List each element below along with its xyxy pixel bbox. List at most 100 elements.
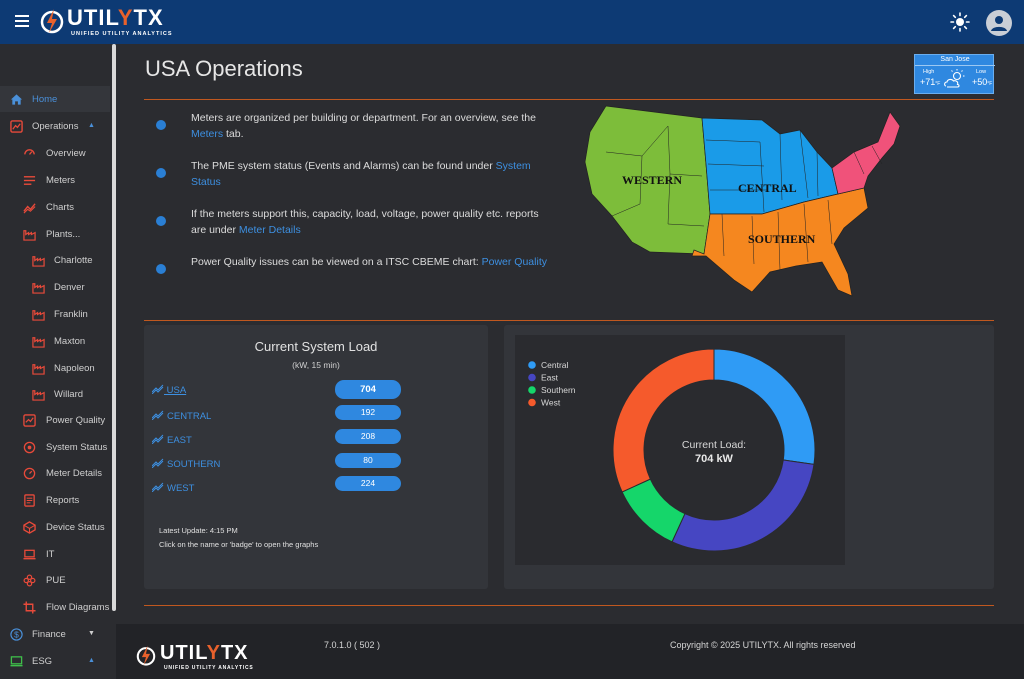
sidebar-item-willard[interactable]: Willard [0, 381, 110, 407]
footer-brand-tagline: UNIFIED UTILITY ANALYTICS [164, 665, 254, 671]
sidebar-item-denver[interactable]: Denver [0, 274, 110, 300]
trend-icon [152, 482, 164, 492]
sidebar-item-plants[interactable]: Plants... [0, 221, 110, 247]
sidebar-item-label: Charts [46, 201, 74, 213]
info-text: Power Quality issues can be viewed on a … [191, 254, 551, 270]
sidebar-item-overview[interactable]: Overview [0, 140, 110, 166]
operations-icon [9, 119, 23, 133]
chevron-up-icon: ▲ [88, 657, 95, 664]
list-item: If the meters support this, capacity, lo… [150, 206, 550, 240]
divider [144, 605, 994, 606]
sidebar-item-finance[interactable]: $ Finance ▼ [0, 621, 110, 647]
sidebar-item-system-status[interactable]: System Status [0, 434, 110, 460]
home-icon [9, 92, 23, 106]
load-badge[interactable]: 224 [335, 476, 401, 491]
sidebar-item-napoleon[interactable]: Napoleon [0, 355, 110, 381]
monitor-icon [9, 654, 23, 668]
sidebar-item-maxton[interactable]: Maxton [0, 328, 110, 354]
legend-label[interactable]: East [541, 373, 559, 383]
theme-toggle-icon[interactable] [950, 12, 970, 32]
region-name-link[interactable]: SOUTHERN [167, 459, 221, 470]
sidebar-item-power-quality[interactable]: Power Quality [0, 407, 110, 433]
list-item: The PME system status (Events and Alarms… [150, 158, 550, 192]
meter-details-link[interactable]: Meter Details [238, 224, 301, 236]
app-logo[interactable]: UTILYTX UNIFIED UTILITY ANALYTICS [40, 6, 180, 40]
factory-icon [31, 280, 45, 294]
region-name-link[interactable]: USA [164, 385, 187, 396]
reports-icon [22, 493, 36, 507]
sidebar-item-label: PUE [46, 574, 66, 586]
legend-label[interactable]: Southern [541, 385, 576, 395]
sidebar-item-flow-diagrams[interactable]: Flow Diagrams [0, 594, 110, 620]
sidebar-item-charts[interactable]: Charts [0, 194, 110, 220]
sidebar-item-label: Device Status [46, 521, 105, 533]
sidebar-item-label: Meter Details [46, 467, 102, 479]
sidebar-item-esg[interactable]: ESG ▲ [0, 648, 110, 674]
donut-slice-west[interactable] [612, 348, 715, 493]
sidebar-item-label: Willard [54, 388, 84, 400]
legend-label[interactable]: Central [541, 360, 569, 370]
sidebar-item-home[interactable]: Home [0, 86, 110, 112]
menu-icon[interactable] [15, 15, 29, 27]
system-status-icon [22, 440, 36, 454]
footer-logo: UTILYTX UNIFIED UTILITY ANALYTICS [136, 642, 276, 672]
bullet-icon [156, 264, 166, 274]
weather-low-label: Low [976, 69, 987, 75]
weather-high-temp: +71°F [920, 77, 940, 87]
user-avatar[interactable] [986, 10, 1012, 36]
pue-icon [22, 573, 36, 587]
load-card-title: Current System Load [254, 339, 378, 354]
meters-link[interactable]: Meters [191, 128, 224, 140]
weather-low-value: +50 [972, 77, 988, 87]
sidebar-item-reports[interactable]: Reports [0, 487, 110, 513]
sidebar-item-label: Charlotte [54, 254, 93, 266]
utilytx-logo-icon [136, 645, 156, 666]
legend-swatch [528, 361, 536, 369]
load-row-usa[interactable]: USA [152, 381, 252, 399]
load-badge[interactable]: 704 [335, 380, 401, 399]
region-name-link[interactable]: CENTRAL [167, 411, 212, 422]
overview-icon [22, 146, 36, 160]
load-badge[interactable]: 208 [335, 429, 401, 444]
sidebar-scrollbar[interactable] [112, 44, 116, 611]
region-name-link[interactable]: WEST [167, 483, 195, 494]
usa-regions-map[interactable]: WESTERN CENTRAL SOUTHERN [582, 104, 906, 300]
donut-slice-east[interactable] [671, 459, 815, 552]
bullet-icon [156, 168, 166, 178]
sidebar-item-pue[interactable]: PUE [0, 567, 110, 593]
list-item: Meters are organized per building or dep… [150, 110, 550, 144]
sidebar-item-meters[interactable]: Meters [0, 167, 110, 193]
donut-slice-southern[interactable] [621, 478, 686, 543]
load-badge[interactable]: 192 [335, 405, 401, 420]
map-label-central: CENTRAL [738, 181, 797, 195]
load-row-central[interactable]: CENTRAL [152, 407, 252, 425]
load-row-east[interactable]: EAST [152, 431, 252, 449]
system-load-card: Current System Load (kW, 15 min) USA 704… [144, 325, 488, 589]
legend-swatch [528, 373, 536, 382]
sidebar-item-meter-details[interactable]: Meter Details [0, 460, 110, 486]
copyright-text: Copyright © 2025 UTILYTX. All rights res… [670, 640, 856, 650]
sidebar-item-label: System Status [46, 441, 108, 453]
load-badge[interactable]: 80 [335, 453, 401, 468]
sidebar-item-franklin[interactable]: Franklin [0, 301, 110, 327]
list-item: Power Quality issues can be viewed on a … [150, 254, 550, 288]
sidebar-item-it[interactable]: IT [0, 541, 110, 567]
system-status-link[interactable]: System Status [191, 160, 531, 188]
legend-label[interactable]: West [541, 398, 561, 408]
sidebar-item-label: Flow Diagrams [46, 601, 110, 613]
factory-icon [31, 253, 45, 267]
bullet-icon [156, 216, 166, 226]
load-row-west[interactable]: WEST [152, 479, 252, 497]
sidebar-item-operations[interactable]: Operations ▲ [0, 113, 110, 139]
factory-icon [22, 227, 36, 241]
region-name-link[interactable]: EAST [167, 435, 192, 446]
sidebar-item-device-status[interactable]: Device Status [0, 514, 110, 540]
weather-widget[interactable]: San Jose High +71°F Low +50°F [914, 54, 995, 94]
factory-icon [31, 307, 45, 321]
sidebar-item-charlotte[interactable]: Charlotte [0, 247, 110, 273]
load-card-subtitle: (kW, 15 min) [292, 360, 340, 370]
power-quality-link[interactable]: Power Quality [481, 256, 547, 268]
load-row-southern[interactable]: SOUTHERN [152, 455, 252, 473]
factory-icon [31, 334, 45, 348]
map-region-northeast[interactable] [831, 111, 901, 195]
